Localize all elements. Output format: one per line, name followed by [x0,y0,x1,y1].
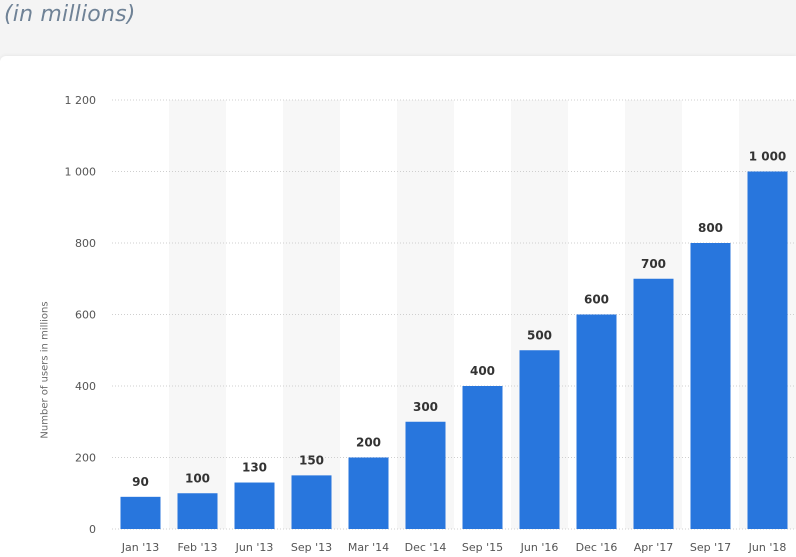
bar [291,475,332,529]
gridlines [112,99,796,530]
value-label: 400 [470,364,495,378]
value-label: 300 [413,400,438,414]
y-tick-label: 1 000 [65,166,97,179]
bar [633,278,674,529]
x-tick-label: Jun '13 [235,541,274,554]
value-label: 600 [584,293,609,307]
x-tick-label: Feb '13 [178,541,218,554]
value-label: 800 [698,221,723,235]
x-tick-label: Jun '16 [520,541,559,554]
x-tick-label: Dec '16 [576,541,618,554]
x-tick-label: Jun '18 [748,541,787,554]
y-tick-label: 200 [75,452,96,465]
y-tick-label: 1 200 [65,94,97,107]
x-tick-label: Sep '13 [291,541,332,554]
x-tick-label: Dec '14 [405,541,447,554]
value-label: 200 [356,436,381,450]
y-tick-label: 400 [75,380,96,393]
value-label: 1 000 [749,150,787,164]
value-label: 700 [641,257,666,271]
value-label: 500 [527,328,552,342]
x-axis-ticks: Jan '13 Feb '13 Jun '13 Sep '13 Mar '14 Dec '… [121,541,787,554]
value-label: 150 [299,453,324,467]
bar [690,243,731,529]
x-tick-label: Mar '14 [348,541,389,554]
bar [177,493,218,529]
value-label: 90 [132,475,149,489]
x-tick-label: Jan '13 [121,541,159,554]
bar [120,496,161,529]
bar-chart: 0 200 400 600 800 1 000 1 200 90 100 130 150 200 30… [65,94,796,554]
bar [519,350,560,529]
y-tick-label: 800 [75,237,96,250]
bar [576,314,617,529]
bar [462,386,503,529]
chart-subtitle: (in millions) [4,2,136,27]
y-tick-label: 0 [89,523,96,536]
x-tick-label: Sep '15 [462,541,503,554]
x-tick-label: Sep '17 [690,541,731,554]
bar [405,421,446,529]
y-tick-label: 600 [75,309,96,322]
y-axis-label: Number of users in millions [39,301,51,439]
value-label: 100 [185,471,210,485]
bar [747,171,788,529]
chart-card: 0 200 400 600 800 1 000 1 200 90 100 130 150 200 30… [0,56,796,557]
x-tick-label: Apr '17 [634,541,674,554]
bar [234,482,275,529]
y-axis-ticks: 0 200 400 600 800 1 000 1 200 [65,94,97,536]
bars [120,171,788,529]
value-labels: 90 100 130 150 200 300 400 500 600 700 800 1 000 [132,150,786,489]
bar [348,457,389,529]
value-label: 130 [242,461,267,475]
